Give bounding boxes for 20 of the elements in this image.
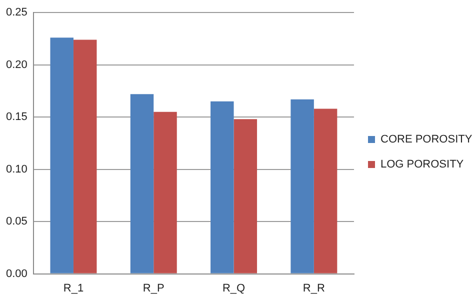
bar xyxy=(290,99,314,274)
bar xyxy=(154,112,177,274)
legend-label: LOG POROSITY xyxy=(380,158,464,171)
x-tick-label: R_R xyxy=(302,282,325,294)
legend-label: CORE POROSITY xyxy=(380,134,473,146)
bar xyxy=(234,119,258,274)
y-tick-label: 0.05 xyxy=(6,216,28,228)
x-tick-label: R_P xyxy=(142,282,164,294)
y-tick-label: 0.15 xyxy=(6,111,28,124)
y-tick-label: 0.25 xyxy=(6,6,28,19)
bar xyxy=(130,94,154,274)
bar xyxy=(50,38,74,274)
x-tick-label: R_1 xyxy=(63,282,84,294)
bar xyxy=(314,108,338,274)
x-tick-label: R_Q xyxy=(222,282,246,294)
y-tick-label: 0.20 xyxy=(6,58,28,71)
bar xyxy=(210,101,234,274)
bar xyxy=(73,40,97,274)
y-tick-label: 0.00 xyxy=(6,268,28,280)
y-tick-label: 0.10 xyxy=(6,163,28,176)
